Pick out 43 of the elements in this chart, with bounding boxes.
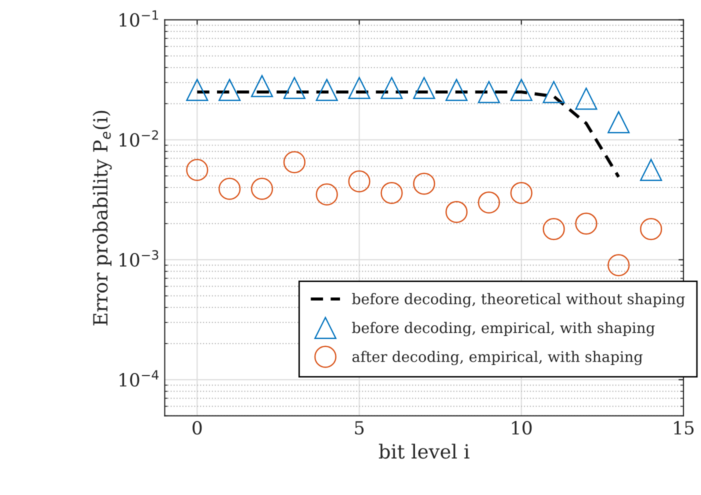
point: [608, 111, 630, 134]
y-tick-label: 10$^{−2}$: [120, 130, 158, 147]
point: [445, 200, 468, 224]
y-tick-label: 10$^{−4}$: [120, 370, 159, 387]
point: [316, 78, 338, 102]
point: [478, 80, 500, 104]
legend-label: before decoding, empirical, with shaping: [352, 322, 655, 336]
point: [478, 191, 500, 214]
point: [575, 88, 598, 110]
y-tick-label: 10$^{−1}$: [120, 10, 158, 27]
x-tick-label: 0: [192, 420, 202, 435]
point: [250, 75, 274, 98]
point: [348, 76, 370, 100]
point: [510, 182, 532, 204]
point: [218, 78, 241, 102]
x-tick-label: 5: [355, 421, 364, 435]
point: [413, 172, 436, 195]
point: [510, 78, 532, 102]
y-tick-label: 10$^{−3}$: [120, 250, 158, 267]
point: [316, 183, 338, 206]
point: [575, 212, 598, 235]
point: [218, 178, 241, 200]
point: [640, 218, 662, 240]
point: [186, 158, 208, 182]
point: [542, 218, 565, 240]
point: [186, 78, 208, 102]
point: [348, 170, 370, 192]
legend-label: before decoding, theoretical without shaping: [352, 293, 685, 308]
point: [283, 76, 306, 100]
point: [445, 78, 468, 102]
point: [250, 178, 274, 200]
x-tick-label: 10: [512, 420, 532, 435]
x-axis-title: bit level i: [378, 444, 470, 459]
x-tick-label: 15: [674, 420, 694, 435]
point: [640, 158, 662, 182]
point: [380, 182, 403, 204]
point: [283, 151, 306, 174]
y-axis-title: Error probability P$_{e}$(i): [92, 110, 112, 326]
point: [542, 80, 565, 104]
point: [608, 254, 630, 276]
point: [413, 76, 436, 100]
legend-label: after decoding, empirical, with shaping: [352, 350, 643, 366]
point: [380, 76, 403, 100]
